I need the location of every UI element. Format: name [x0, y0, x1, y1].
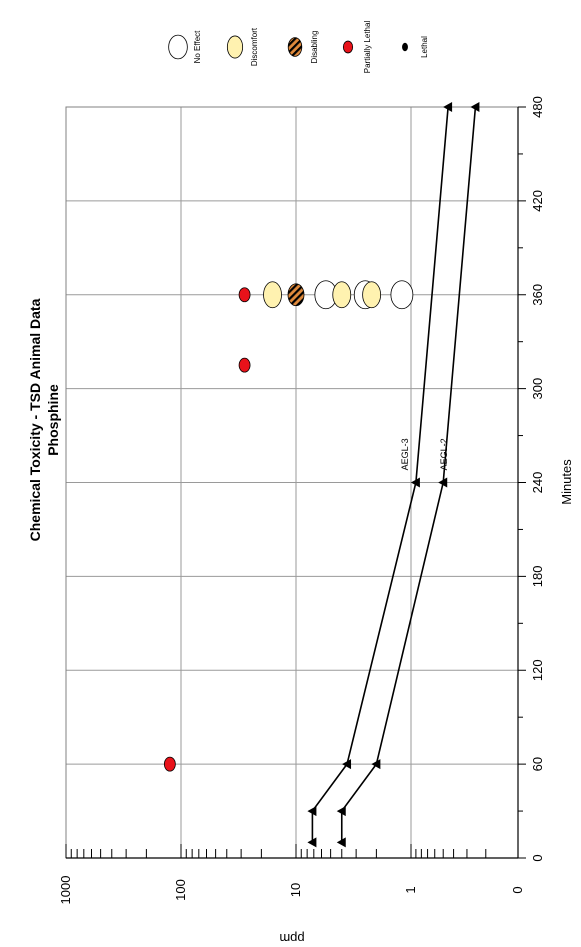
- series-marker-aegl-2: [336, 806, 346, 817]
- legend-label-partially-lethal: Partially Lethal: [363, 21, 372, 74]
- data-point-partially-lethal: [238, 357, 251, 373]
- legend-label-discomfort: Discomfort: [250, 27, 259, 66]
- time-tick-label: 120: [530, 659, 545, 681]
- time-tick-label: 240: [530, 472, 545, 494]
- time-tick-label: 360: [530, 284, 545, 306]
- grid-lines: [66, 107, 518, 858]
- series-marker-aegl-3: [443, 102, 453, 112]
- series-marker-aegl-2: [438, 477, 448, 488]
- time-tick-label: 480: [530, 96, 545, 118]
- time-tick-label: 300: [530, 378, 545, 400]
- ppm-tick-label: 10: [288, 883, 303, 897]
- chart-title: Chemical Toxicity - TSD Animal Data: [27, 298, 43, 541]
- legend-label-no-effect: No Effect: [193, 30, 202, 64]
- data-point-partially-lethal: [238, 287, 251, 303]
- legend-marker-partially-lethal: [342, 40, 354, 54]
- series-marker-aegl-2: [470, 102, 480, 112]
- series-marker-aegl-2: [371, 759, 381, 770]
- ppm-tick-label: 0: [510, 886, 525, 893]
- series-line-aegl-2: [340, 106, 477, 843]
- data-point-discomfort: [263, 281, 282, 309]
- series-line-aegl-3: [311, 106, 449, 843]
- data-point-partially-lethal: [163, 756, 176, 772]
- aegl-series: AEGL-3 AEGL-2: [307, 102, 480, 848]
- ppm-tick-label: 100: [173, 879, 188, 901]
- legend-label-lethal: Lethal: [420, 36, 429, 58]
- data-point-discomfort: [332, 281, 352, 309]
- axes: [65, 106, 526, 859]
- series-marker-aegl-3: [307, 837, 317, 848]
- series-marker-aegl-3: [410, 477, 420, 488]
- legend-marker-discomfort: [226, 35, 244, 59]
- series-label-aegl-2: AEGL-2: [439, 438, 449, 470]
- legend: No Effect Discomfort Disabling Partially Le…: [168, 21, 429, 74]
- axis-labels: 0 60 120 180 240 300 360 420 480 0 1 10 100 1000 Minut…: [58, 96, 574, 946]
- time-tick-label: 420: [530, 190, 545, 212]
- data-point-disabling: [287, 283, 305, 307]
- data-point-discomfort: [362, 281, 382, 309]
- legend-label-disabling: Disabling: [310, 31, 319, 64]
- legend-marker-disabling: [287, 37, 303, 57]
- series-label-aegl-3: AEGL-3: [400, 438, 410, 470]
- series-marker-aegl-3: [342, 759, 352, 770]
- x-axis-title: Minutes: [559, 459, 574, 505]
- time-tick-label: 180: [530, 566, 545, 588]
- y-axis-title: ppm: [279, 931, 304, 946]
- ppm-tick-label: 1: [403, 886, 418, 893]
- data-points: [163, 280, 414, 772]
- series-marker-aegl-2: [336, 837, 346, 848]
- series-marker-aegl-3: [307, 806, 317, 817]
- legend-marker-no-effect: [168, 34, 188, 60]
- ppm-tick-label: 1000: [58, 876, 73, 905]
- chart-titles: Chemical Toxicity - TSD Animal Data Phosp…: [27, 298, 61, 541]
- time-tick-label: 60: [530, 757, 545, 771]
- time-tick-label: 0: [530, 854, 545, 861]
- chart-subtitle: Phosphine: [45, 384, 61, 456]
- legend-marker-lethal: [402, 42, 408, 52]
- data-point-no-effect: [390, 280, 414, 310]
